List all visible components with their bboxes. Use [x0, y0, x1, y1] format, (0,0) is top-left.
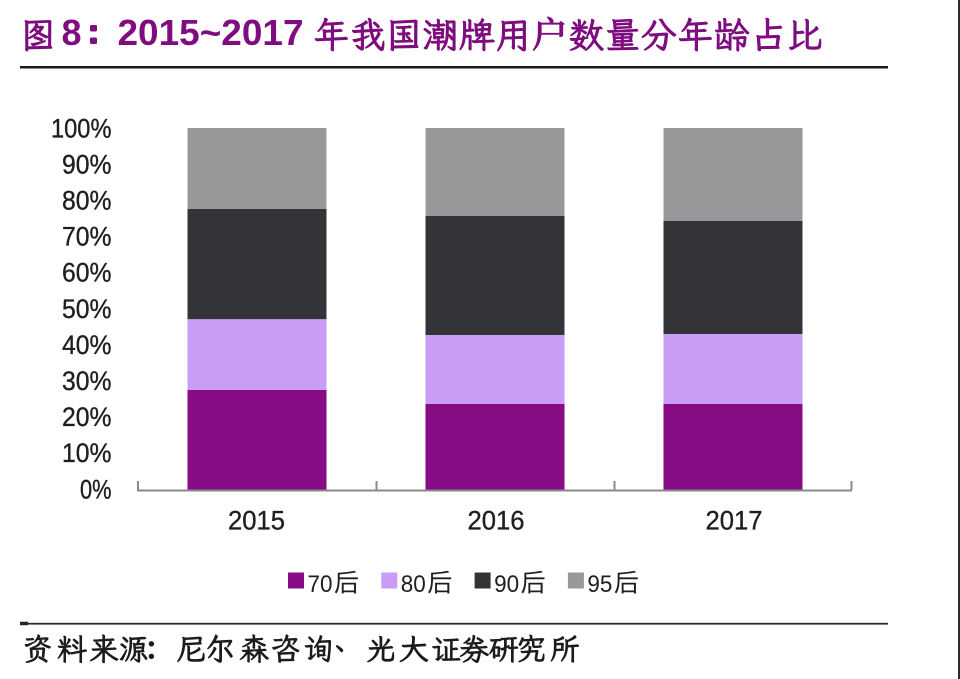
svg-text:2015: 2015 [228, 506, 285, 536]
svg-text:100%: 100% [51, 113, 112, 143]
svg-text:2017: 2017 [706, 506, 763, 536]
svg-text:10%: 10% [62, 438, 112, 468]
svg-text:40%: 40% [62, 330, 112, 360]
svg-text:80: 80 [401, 571, 426, 598]
svg-text:2016: 2016 [468, 506, 525, 536]
svg-text:60%: 60% [62, 258, 112, 288]
svg-text:90: 90 [494, 571, 519, 598]
svg-text:95: 95 [587, 571, 612, 598]
svg-text:2015~2017: 2015~2017 [118, 12, 304, 53]
svg-text:30%: 30% [62, 366, 112, 396]
svg-text:70: 70 [308, 571, 333, 598]
svg-text:80%: 80% [62, 186, 112, 216]
svg-text:90%: 90% [62, 149, 112, 179]
svg-text:8: 8 [62, 12, 82, 53]
svg-text:70%: 70% [62, 222, 112, 252]
svg-text:50%: 50% [62, 294, 112, 324]
svg-text:20%: 20% [62, 402, 112, 432]
svg-text:0%: 0% [80, 474, 112, 504]
